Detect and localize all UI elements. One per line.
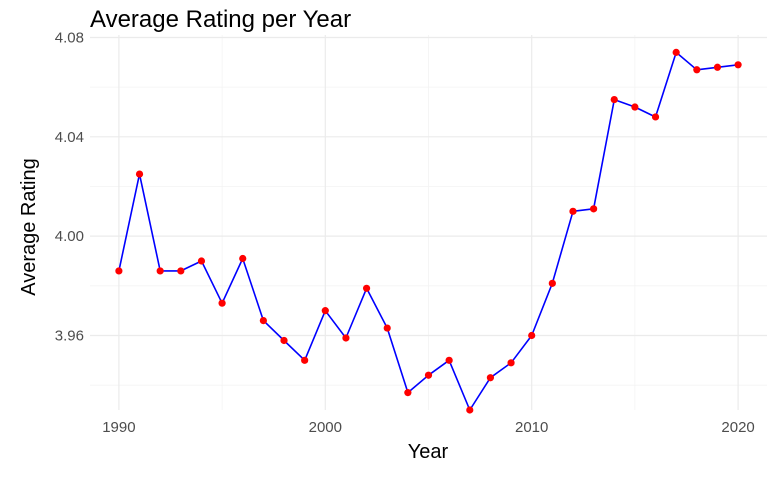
y-tick-label: 3.96 [55,327,84,344]
grid [90,35,767,410]
y-axis-label: Average Rating [18,158,40,296]
data-point [651,113,660,121]
data-point [362,284,371,292]
x-tick-label: 2000 [309,419,342,436]
data-point [713,63,722,71]
data-point [610,95,618,104]
data-point [424,371,433,379]
data-point [383,324,391,332]
y-tick-label: 4.00 [55,228,84,245]
axis-ticks: 1990 2000 2010 2020 3.96 4.00 4.04 4.08 [55,29,755,436]
y-tick-label: 4.08 [55,29,84,46]
data-point [218,299,226,307]
data-point [590,205,598,213]
data-point [321,307,329,315]
x-tick-label: 2020 [721,419,754,436]
series [115,48,742,414]
y-tick-label: 4.04 [55,129,84,146]
data-point [115,267,123,275]
data-point [280,336,288,345]
data-point [177,267,185,275]
x-tick-label: 2010 [515,419,548,436]
data-point [734,61,742,69]
data-point [239,254,247,263]
chart-title: Average Rating per Year [90,6,351,33]
data-point [631,103,639,111]
data-point [197,257,206,265]
data-point [466,406,474,414]
data-point [259,316,267,325]
data-point [404,389,412,397]
data-point [569,207,577,215]
data-point [301,356,309,364]
data-point [135,170,144,178]
data-point [528,331,536,340]
data-point [672,48,680,56]
data-point [445,356,453,364]
x-tick-label: 1990 [102,419,135,436]
data-point [507,359,515,367]
data-point [486,374,495,382]
data-point [548,279,556,287]
data-point [156,267,164,275]
data-point [342,334,350,342]
data-point [693,66,701,74]
x-axis-label: Year [408,441,449,463]
